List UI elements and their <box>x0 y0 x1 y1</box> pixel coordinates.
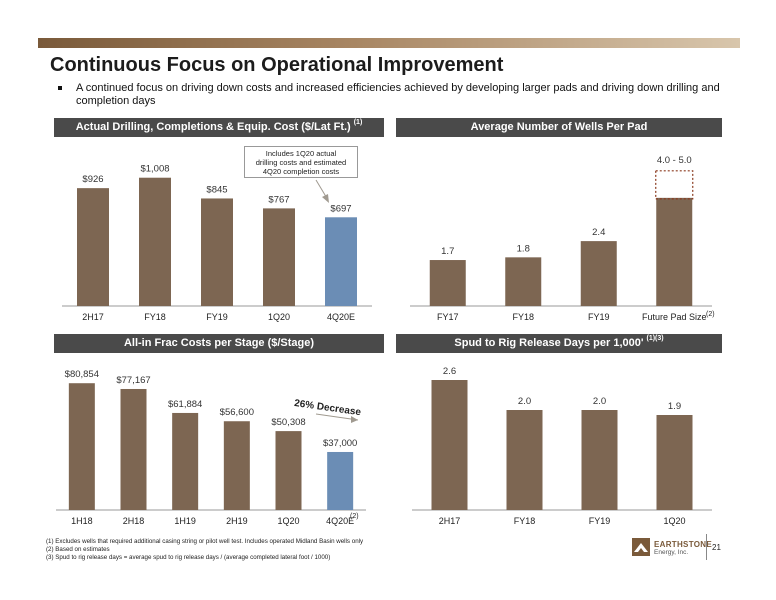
wells-per-pad-header-text: Average Number of Wells Per Pad <box>470 121 648 133</box>
footnotes: (1) Excludes wells that required additio… <box>46 538 363 562</box>
frac-value-label: $50,308 <box>271 417 305 428</box>
frac-cost-header-text: All-in Frac Costs per Stage ($/Stage) <box>123 337 315 349</box>
wells-category-label: FY19 <box>588 312 610 322</box>
drilling-value-label: $845 <box>206 184 227 195</box>
frac-cost-header: All-in Frac Costs per Stage ($/Stage) <box>54 334 384 353</box>
frac-value-label: $61,884 <box>168 399 202 410</box>
footnote-1: (1) Excludes wells that required additio… <box>46 538 364 545</box>
callout-line-2: drilling costs and estimated <box>255 158 347 167</box>
frac-bar <box>327 451 354 510</box>
wells-value-label: 2.4 <box>592 227 605 238</box>
frac-bar <box>172 412 199 510</box>
frac-category-label: 2H18 <box>123 516 145 526</box>
drilling-value-label: $697 <box>330 203 351 214</box>
page-title: Continuous Focus on Operational Improvem… <box>50 54 504 76</box>
wells-bar <box>429 260 466 306</box>
spud-days-header: Spud to Rig Release Days per 1,000' (1)(3… <box>396 334 722 353</box>
drilling-cost-chart: $926 2H17 $1,008 FY18 $845 FY19 $767 1Q20 $697 4Q… <box>54 140 384 330</box>
frac-category-label: 2H19 <box>226 516 248 526</box>
drilling-cost-chart-svg: $926 2H17 $1,008 FY18 $845 FY19 $767 1Q20 $697 4Q… <box>62 164 372 322</box>
frac-value-label: $37,000 <box>323 438 357 449</box>
drilling-category-label: FY18 <box>144 312 166 322</box>
bullet-point: A continued focus on driving down costs … <box>58 82 738 108</box>
drilling-cost-header-text: Actual Drilling, Completions & Equip. Co… <box>75 121 351 133</box>
frac-category-label: 1Q20 <box>277 516 299 526</box>
spud-days-chart-svg: 2.6 2H17 2.0 FY18 2.0 FY19 1.9 1Q20 <box>412 366 712 526</box>
drilling-category-label: FY19 <box>206 312 228 322</box>
frac-category-label: 1H18 <box>71 516 93 526</box>
wells-per-pad-chart: 1.7 FY17 1.8 FY18 2.4 FY19 4.0 - 5.0 Future Pad… <box>396 140 722 330</box>
frac-cost-chart: $80,854 1H18 $77,167 2H18 $61,884 1H19 $56,600… <box>54 356 384 534</box>
drilling-bar <box>201 198 233 306</box>
wells-bar <box>505 257 542 306</box>
page-number: 21 <box>712 543 721 552</box>
wells-bar <box>656 197 693 306</box>
frac-category-label: 1H19 <box>174 516 196 526</box>
drilling-callout-box: Includes 1Q20 actual drilling costs and … <box>244 146 358 178</box>
company-logo: EARTHSTONE Energy, Inc. <box>632 534 712 566</box>
callout-line-3: 4Q20 completion costs <box>262 167 340 176</box>
drilling-bar <box>263 208 295 306</box>
wells-value-label: 4.0 - 5.0 <box>657 155 692 166</box>
callout-line-1: Includes 1Q20 actual <box>265 149 337 158</box>
footnote-2: (2) Based on estimates <box>46 546 110 553</box>
spud-days-header-text: Spud to Rig Release Days per 1,000' <box>454 337 644 349</box>
drilling-category-label: 2H17 <box>82 312 104 322</box>
logo-mark-icon <box>632 538 650 556</box>
frac-value-label: $80,854 <box>65 369 99 380</box>
spud-value-label: 1.9 <box>668 401 681 412</box>
logo-divider <box>706 534 707 560</box>
drilling-value-label: $1,008 <box>140 164 169 175</box>
drilling-bar <box>77 188 109 306</box>
frac-category-label: 4Q20E <box>326 516 354 526</box>
drilling-category-label: 1Q20 <box>268 312 290 322</box>
spud-bar <box>506 410 543 510</box>
drilling-cost-header: Actual Drilling, Completions & Equip. Co… <box>54 118 384 137</box>
wells-bar <box>580 241 617 306</box>
top-accent-band <box>38 38 740 48</box>
spud-bar <box>431 380 468 510</box>
bullet-text: A continued focus on driving down costs … <box>76 82 720 107</box>
spud-category-label: 2H17 <box>439 516 461 526</box>
spud-days-chart: 2.6 2H17 2.0 FY18 2.0 FY19 1.9 1Q20 <box>396 356 722 534</box>
spud-value-label: 2.6 <box>443 366 456 377</box>
spud-value-label: 2.0 <box>518 396 531 407</box>
frac-bar <box>223 421 250 510</box>
drilling-bar <box>325 217 357 306</box>
spud-days-header-sup: (1)(3) <box>646 335 664 342</box>
frac-bar <box>275 431 302 510</box>
wells-category-label: FY17 <box>437 312 459 322</box>
frac-value-label: $77,167 <box>116 375 150 386</box>
wells-category-label: Future Pad Size <box>642 312 707 322</box>
drilling-bar <box>139 177 171 306</box>
frac-footnote-marker: (2) <box>350 513 359 520</box>
spud-value-label: 2.0 <box>593 396 606 407</box>
frac-value-label: $56,600 <box>220 407 254 418</box>
drilling-value-label: $926 <box>82 174 103 185</box>
wells-footnote-marker: (2) <box>706 311 715 318</box>
spud-category-label: 1Q20 <box>663 516 685 526</box>
wells-value-label: 1.8 <box>517 243 530 254</box>
wells-per-pad-header: Average Number of Wells Per Pad <box>396 118 722 137</box>
drilling-cost-header-sup: (1) <box>353 119 363 126</box>
frac-bar <box>120 388 147 510</box>
spud-bar <box>656 415 693 510</box>
logo-subtitle: Energy, Inc. <box>654 549 689 556</box>
spud-bar <box>581 410 618 510</box>
wells-value-label: 1.7 <box>441 246 454 257</box>
bullet-square-icon <box>58 86 62 90</box>
logo-name: EARTHSTONE <box>654 540 712 549</box>
callout-arrow-icon <box>322 194 329 203</box>
frac-bar <box>68 383 95 510</box>
footnote-3: (3) Spud to rig release days = average s… <box>46 554 331 561</box>
decrease-arrow-icon <box>351 416 358 423</box>
frac-cost-chart-svg: $80,854 1H18 $77,167 2H18 $61,884 1H19 $56,600… <box>56 369 366 526</box>
wells-range-box <box>655 170 694 200</box>
spud-category-label: FY19 <box>589 516 611 526</box>
drilling-category-label: 4Q20E <box>327 312 355 322</box>
spud-category-label: FY18 <box>514 516 536 526</box>
drilling-value-label: $767 <box>268 194 289 205</box>
wells-per-pad-chart-svg: 1.7 FY17 1.8 FY18 2.4 FY19 4.0 - 5.0 Future Pad… <box>410 155 715 322</box>
wells-category-label: FY18 <box>512 312 534 322</box>
